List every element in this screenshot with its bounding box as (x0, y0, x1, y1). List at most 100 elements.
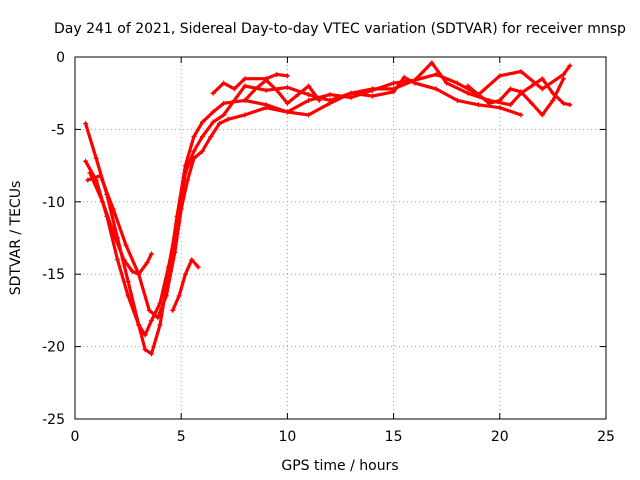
data-point-marker (295, 92, 301, 98)
data-point-marker (412, 80, 418, 86)
data-point-marker (182, 170, 189, 176)
data-point-marker (242, 76, 248, 82)
data-point-marker (539, 76, 545, 82)
data-point-marker (157, 300, 163, 306)
data-point-marker (539, 112, 545, 118)
data-point-marker (148, 251, 155, 257)
data-point-marker (221, 100, 227, 106)
data-point-marker (433, 86, 439, 92)
data-point-marker (221, 112, 227, 118)
data-point-marker (567, 102, 573, 108)
data-point-marker (518, 89, 524, 95)
data-point-marker (182, 271, 189, 277)
data-point-marker (93, 155, 99, 161)
data-point-marker (327, 92, 333, 98)
data-point-marker (316, 97, 322, 104)
data-point-marker (210, 109, 216, 115)
data-point-marker (539, 86, 545, 92)
data-point-marker (210, 90, 216, 96)
data-point-marker (518, 112, 524, 118)
y-tick-label: 0 (56, 50, 65, 66)
y-tick-label: -15 (42, 267, 65, 283)
data-point-marker (199, 119, 206, 125)
data-point-marker (121, 257, 127, 263)
data-point-marker (529, 100, 535, 106)
data-point-marker (129, 268, 135, 274)
data-point-marker (123, 242, 129, 248)
data-point-marker (210, 119, 216, 125)
data-point-marker (306, 92, 312, 98)
data-point-marker (327, 100, 333, 106)
data-point-marker (136, 322, 142, 328)
y-tick-label: -25 (42, 412, 65, 428)
data-point-marker (306, 112, 312, 118)
data-point-marker (216, 121, 223, 127)
x-tick-label: 20 (491, 429, 509, 445)
data-point-marker (85, 177, 91, 183)
data-point-marker (100, 199, 106, 205)
data-point-marker (125, 278, 131, 285)
data-point-marker (172, 249, 178, 256)
data-point-marker (114, 257, 121, 263)
data-point-marker (369, 86, 375, 92)
y-axis-label: SDTVAR / TECUs (8, 181, 24, 296)
data-point-marker (148, 317, 155, 324)
data-point-marker (155, 315, 161, 321)
data-point-marker (284, 84, 290, 91)
data-point-marker (284, 109, 290, 115)
data-point-marker (148, 351, 155, 357)
x-tick-label: 25 (597, 429, 615, 445)
data-point-marker (567, 63, 573, 69)
data-point-marker (518, 68, 524, 75)
data-point-marker (83, 158, 89, 164)
data-series (83, 60, 573, 357)
data-point-marker (263, 87, 269, 93)
data-point-marker (189, 257, 195, 263)
data-point-marker (348, 94, 354, 101)
data-point-marker (136, 271, 142, 277)
data-point-marker (142, 332, 148, 338)
data-point-marker (263, 105, 269, 111)
data-point-marker (529, 83, 535, 89)
data-point-marker (165, 264, 172, 270)
x-tick-label: 15 (385, 429, 403, 445)
data-point-marker (429, 60, 435, 66)
data-point-marker (142, 346, 148, 353)
data-point-marker (252, 86, 259, 92)
data-point-marker (208, 134, 214, 140)
data-point-marker (178, 206, 184, 212)
x-tick-label: 10 (278, 429, 296, 445)
data-point-marker (195, 264, 201, 270)
plot-frame (74, 56, 607, 420)
data-point-marker (401, 74, 407, 80)
data-point-marker (184, 177, 191, 183)
data-point-marker (125, 293, 131, 299)
y-tick-label: -20 (42, 340, 65, 356)
data-point-marker (225, 116, 231, 122)
data-point-marker (199, 148, 206, 154)
data-point-marker (199, 134, 206, 140)
series-track-3 (86, 75, 523, 320)
data-point-marker (497, 73, 503, 79)
data-point-marker (465, 83, 471, 89)
data-point-marker (348, 90, 354, 96)
data-point-marker (191, 148, 197, 154)
x-tick-label: 0 (71, 429, 80, 445)
data-point-marker (454, 97, 460, 104)
x-tick-label: 5 (177, 429, 186, 445)
axis-ticks: 0 5 10 15 20 25 0 -5 -10 -15 -20 -25 (42, 50, 615, 445)
series-track-7 (243, 78, 321, 105)
data-point-marker (306, 97, 312, 104)
data-point-marker (465, 90, 471, 96)
data-point-marker (97, 173, 104, 179)
data-point-marker (274, 71, 280, 77)
data-point-marker (242, 97, 248, 104)
data-point-marker (144, 260, 150, 266)
series-track-5 (171, 258, 200, 312)
data-point-marker (497, 97, 503, 104)
data-point-marker (507, 86, 514, 92)
data-point-marker (391, 80, 397, 86)
data-point-marker (242, 112, 248, 118)
data-point-marker (444, 80, 450, 86)
data-point-marker (391, 89, 397, 95)
